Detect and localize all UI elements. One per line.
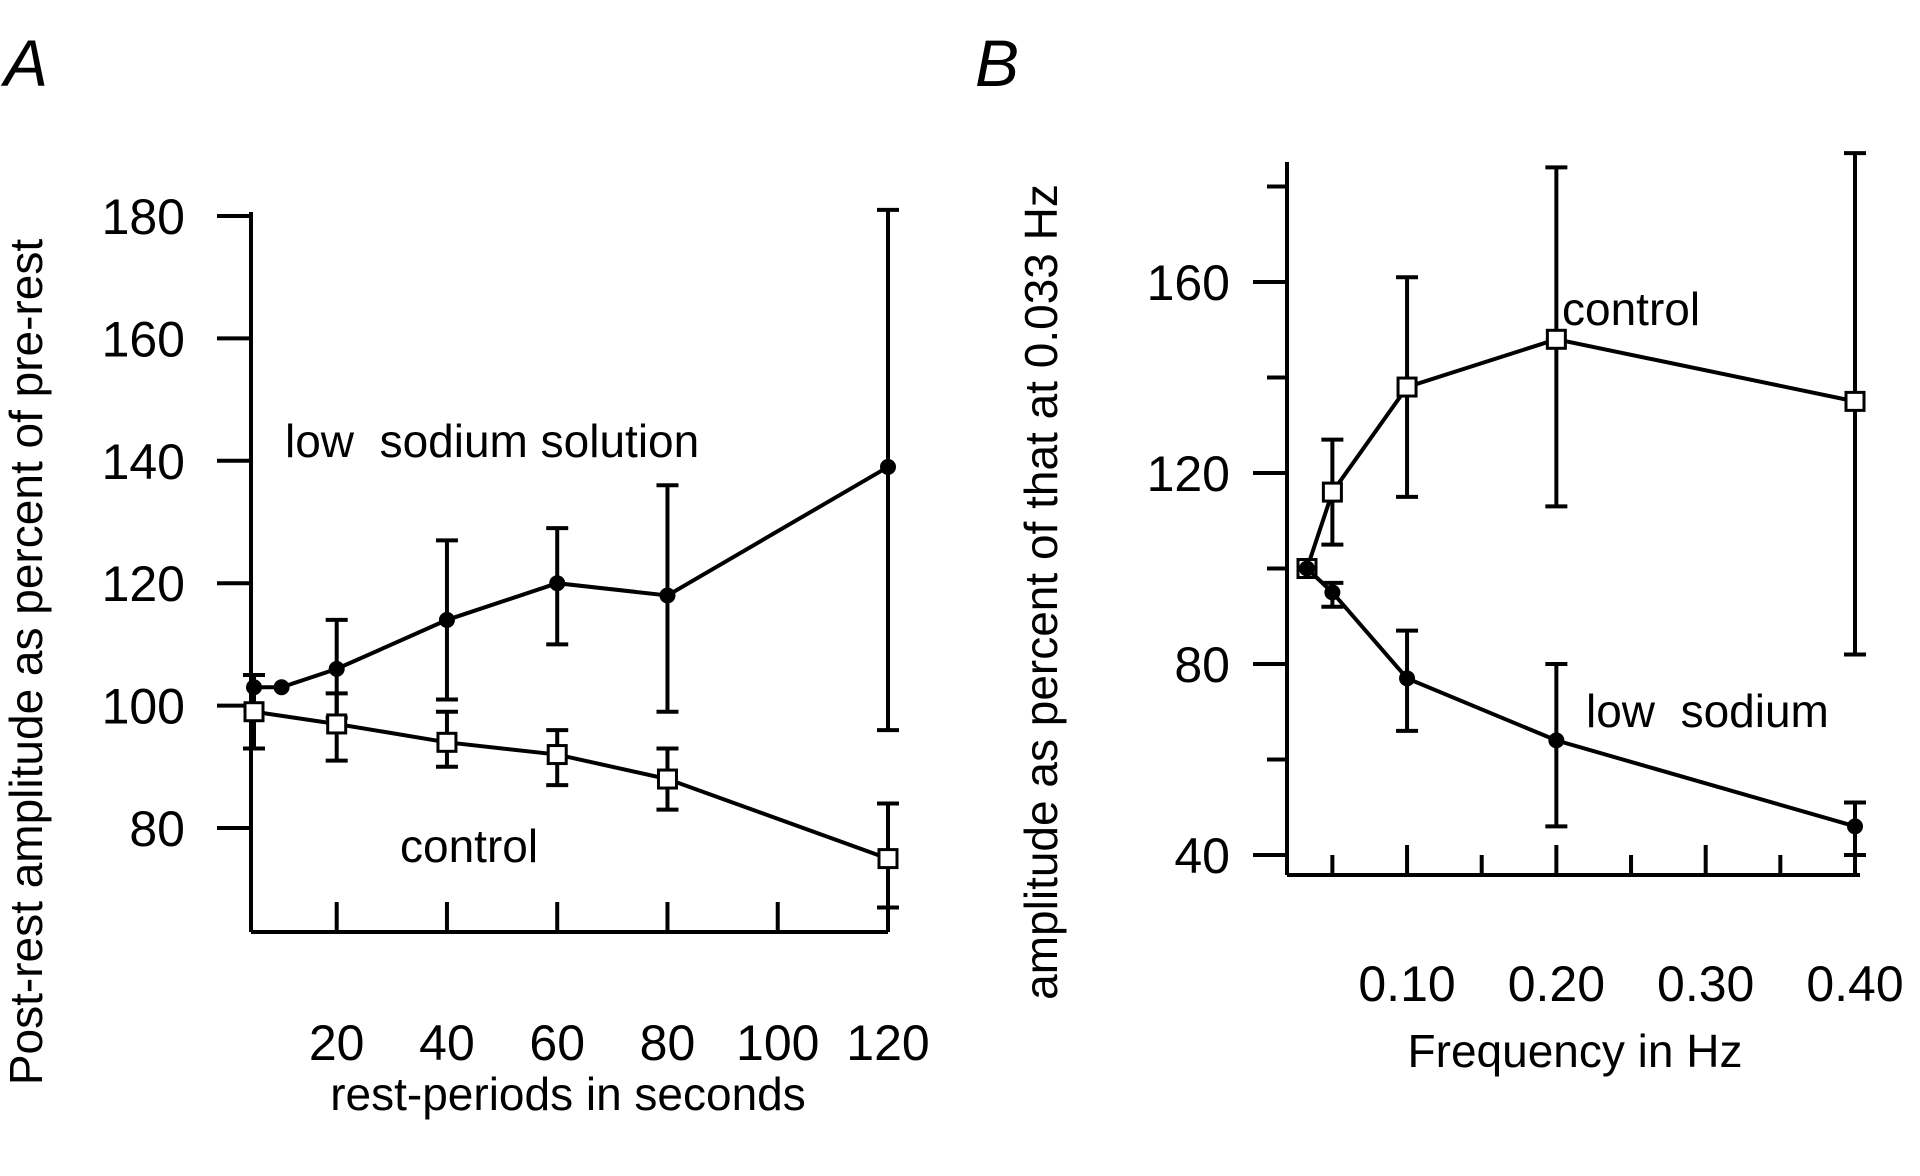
panel-a-annotation-control: control xyxy=(400,820,538,872)
panel-a-y-tick-label: 180 xyxy=(102,189,185,245)
panel-a-y-tick-label: 140 xyxy=(102,434,185,490)
panel-a-letter: A xyxy=(0,26,48,100)
panel-b-point-circle xyxy=(1847,818,1863,835)
panel-b-series-line xyxy=(1305,337,1856,570)
panel-b-annotation-low-sodium: low sodium xyxy=(1586,685,1829,737)
panel-a: A 80 100 120 140 160 180 20 40 60 80 100 120 low so… xyxy=(0,26,930,1120)
panel-b-point-circle xyxy=(1399,670,1416,687)
panel-a-x-tick-label: 100 xyxy=(736,1015,819,1071)
panel-b-point-square xyxy=(1396,376,1418,398)
panel-b-x-tick-label: 0.40 xyxy=(1806,956,1903,1012)
panel-b-point-square xyxy=(1844,390,1866,412)
panel-a-axes: 80 100 120 140 160 180 20 40 60 80 100 120 xyxy=(102,189,930,1071)
panel-b-y-axis-label: amplitude as percent of that at 0.033 Hz xyxy=(1015,184,1067,1000)
panel-a-point-circle xyxy=(549,575,566,592)
panel-b-point-circle xyxy=(1548,732,1565,749)
panel-b-point-circle xyxy=(1299,560,1315,577)
panel-a-x-tick-label: 60 xyxy=(529,1015,585,1071)
panel-b-annotation-control: control xyxy=(1562,283,1700,335)
panel-a-x-tick-label: 80 xyxy=(640,1015,696,1071)
panel-a-point-circle xyxy=(328,660,345,677)
panel-a-point-square xyxy=(656,768,678,790)
panel-b-x-tick-label: 0.20 xyxy=(1508,956,1605,1012)
panel-b-y-tick-label: 80 xyxy=(1174,637,1230,693)
panel-a-y-axis-label: Post-rest amplitude as percent of pre-re… xyxy=(0,239,52,1085)
panel-a-x-axis-label: rest-periods in seconds xyxy=(330,1068,806,1120)
panel-b-point-square xyxy=(1545,328,1567,350)
panel-b-y-tick-label: 160 xyxy=(1147,255,1230,311)
panel-a-x-tick-label: 40 xyxy=(419,1015,475,1071)
panel-a-y-tick-label: 120 xyxy=(102,556,185,612)
panel-b-series-low-sodium xyxy=(1299,560,1866,857)
panel-a-y-tick-label: 80 xyxy=(129,801,185,857)
panel-a-point-circle xyxy=(438,611,455,628)
panel-a-series-low-sodium xyxy=(246,207,899,733)
panel-a-point-square xyxy=(436,731,458,753)
panel-b: B 40 80 120 160 0.10 0.20 0.30 0.40 control low… xyxy=(975,26,1904,1077)
panel-b-point-circle xyxy=(1324,584,1341,601)
panel-a-y-tick-label: 100 xyxy=(102,679,185,735)
panel-b-series xyxy=(1296,151,1866,857)
panel-b-y-tick-label: 120 xyxy=(1147,446,1230,502)
panel-a-annotation-low-sodium: low sodium solution xyxy=(285,415,699,467)
panel-a-point-square xyxy=(243,701,265,723)
panel-a-point-circle xyxy=(880,458,896,475)
panel-b-series-control xyxy=(1296,151,1866,657)
panel-a-series-line xyxy=(254,465,890,690)
panel-a-point-square xyxy=(326,713,348,735)
panel-b-axes: 40 80 120 160 0.10 0.20 0.30 0.40 xyxy=(1147,162,1904,1012)
panel-b-point-square xyxy=(1321,481,1343,503)
panel-b-x-axis-label: Frequency in Hz xyxy=(1408,1025,1743,1077)
panel-a-point-square xyxy=(877,848,899,870)
panel-a-point-square xyxy=(546,744,568,766)
panel-a-point-circle xyxy=(659,587,676,604)
panel-a-point-circle xyxy=(273,679,290,696)
panel-b-x-tick-label: 0.30 xyxy=(1657,956,1754,1012)
panel-b-y-tick-label: 40 xyxy=(1174,828,1230,884)
panel-a-series-control xyxy=(243,673,899,910)
panel-b-letter: B xyxy=(975,26,1019,100)
panel-a-y-tick-label: 160 xyxy=(102,311,185,367)
panel-a-series-line xyxy=(253,709,889,861)
panel-a-x-tick-label: 120 xyxy=(846,1015,929,1071)
panel-b-x-tick-label: 0.10 xyxy=(1358,956,1455,1012)
panel-a-x-tick-label: 20 xyxy=(309,1015,365,1071)
panel-a-series xyxy=(243,207,899,910)
